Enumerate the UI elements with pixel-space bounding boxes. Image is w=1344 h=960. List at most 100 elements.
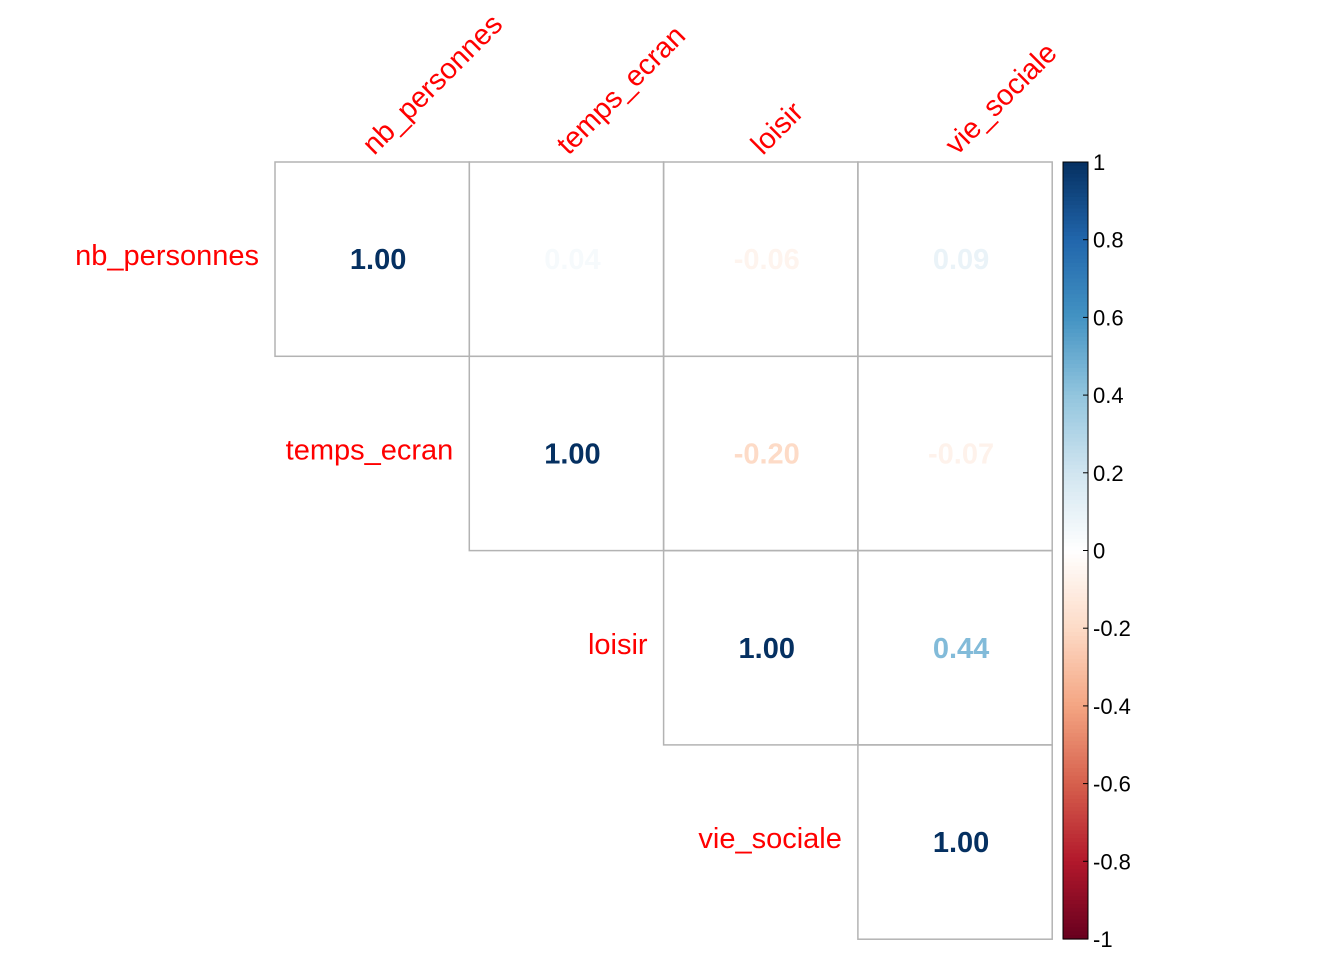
color-legend-band bbox=[1063, 756, 1088, 761]
color-legend-band bbox=[1063, 204, 1088, 210]
color-legend-band bbox=[1063, 717, 1088, 723]
color-legend-band bbox=[1063, 476, 1088, 482]
color-legend-band bbox=[1063, 196, 1088, 202]
color-legend-band bbox=[1063, 581, 1088, 587]
color-legend-band bbox=[1063, 352, 1088, 357]
color-legend-band bbox=[1063, 593, 1088, 598]
color-legend-band bbox=[1063, 426, 1088, 431]
color-legend-tick-label: 1 bbox=[1093, 150, 1105, 175]
color-legend-band bbox=[1063, 398, 1088, 404]
color-legend-band bbox=[1063, 768, 1088, 773]
color-legend-band bbox=[1063, 165, 1088, 171]
color-legend-tick-label: 0.6 bbox=[1093, 305, 1124, 330]
color-legend-band bbox=[1063, 317, 1088, 322]
color-legend-band bbox=[1063, 733, 1088, 738]
cell-value: -0.07 bbox=[928, 438, 994, 470]
color-legend-band bbox=[1063, 379, 1088, 385]
color-legend-band bbox=[1063, 663, 1088, 668]
color-legend-band bbox=[1063, 527, 1088, 532]
color-legend-band bbox=[1063, 433, 1088, 439]
color-legend-band bbox=[1063, 655, 1088, 660]
color-legend-band bbox=[1063, 694, 1088, 699]
color-legend-band bbox=[1063, 826, 1088, 831]
color-legend-band bbox=[1063, 523, 1088, 528]
color-legend-tick-label: 0.2 bbox=[1093, 461, 1124, 486]
color-legend-band bbox=[1063, 329, 1088, 334]
color-legend-tick-label: -0.8 bbox=[1093, 849, 1131, 874]
color-legend-band bbox=[1063, 340, 1088, 346]
color-legend-band bbox=[1063, 278, 1088, 284]
color-legend-band bbox=[1063, 690, 1088, 695]
color-legend-band bbox=[1063, 822, 1088, 827]
color-legend-band bbox=[1063, 845, 1088, 851]
color-legend-band bbox=[1063, 698, 1088, 703]
color-legend-band bbox=[1063, 628, 1088, 633]
color-legend-band bbox=[1063, 620, 1088, 625]
color-legend-band bbox=[1063, 682, 1088, 688]
color-legend-band bbox=[1063, 492, 1088, 497]
color-legend-band bbox=[1063, 779, 1088, 785]
cell-value: 1.00 bbox=[350, 244, 406, 276]
color-legend-band bbox=[1063, 857, 1088, 862]
color-legend-band bbox=[1063, 872, 1088, 878]
color-legend-band bbox=[1063, 360, 1088, 365]
color-legend-band bbox=[1063, 449, 1088, 454]
color-legend-band bbox=[1063, 907, 1088, 913]
color-legend-band bbox=[1063, 367, 1088, 373]
color-legend-band bbox=[1063, 162, 1088, 167]
color-legend-band bbox=[1063, 601, 1088, 606]
cell-value: -0.06 bbox=[734, 244, 800, 276]
color-legend-band bbox=[1063, 736, 1088, 742]
color-legend-band bbox=[1063, 818, 1088, 824]
color-legend-band bbox=[1063, 678, 1088, 684]
color-legend-band bbox=[1063, 853, 1088, 859]
color-legend-band bbox=[1063, 911, 1088, 917]
color-legend-tick-label: -0.2 bbox=[1093, 616, 1131, 641]
color-legend-band bbox=[1063, 321, 1088, 326]
row-label: loisir bbox=[588, 629, 648, 661]
color-legend-band bbox=[1063, 935, 1088, 940]
color-legend-band bbox=[1063, 177, 1088, 183]
color-legend-band bbox=[1063, 814, 1088, 820]
color-legend-band bbox=[1063, 294, 1088, 299]
color-legend-band bbox=[1063, 255, 1088, 260]
color-legend-band bbox=[1063, 740, 1088, 746]
color-legend-band bbox=[1063, 764, 1088, 769]
color-legend-band bbox=[1063, 297, 1088, 303]
color-legend-band bbox=[1063, 884, 1088, 890]
color-legend-band bbox=[1063, 558, 1088, 563]
color-legend-band bbox=[1063, 309, 1088, 315]
color-legend-band bbox=[1063, 445, 1088, 451]
color-legend-band bbox=[1063, 484, 1088, 489]
color-legend-band bbox=[1063, 251, 1088, 256]
color-legend-band bbox=[1063, 775, 1088, 781]
color-legend-band bbox=[1063, 496, 1088, 501]
color-legend-band bbox=[1063, 228, 1088, 233]
color-legend-band bbox=[1063, 748, 1088, 754]
cell-value: 1.00 bbox=[739, 633, 795, 665]
color-legend-band bbox=[1063, 896, 1088, 901]
color-legend-band bbox=[1063, 387, 1088, 392]
color-legend-band bbox=[1063, 263, 1088, 268]
color-legend-band bbox=[1063, 550, 1088, 555]
color-legend-band bbox=[1063, 534, 1088, 540]
color-legend-band bbox=[1063, 181, 1088, 186]
cell-value: 1.00 bbox=[544, 438, 600, 470]
color-legend-band bbox=[1063, 803, 1088, 808]
color-legend-band bbox=[1063, 904, 1088, 909]
color-legend-band bbox=[1063, 212, 1088, 217]
color-legend-tick-label: -0.4 bbox=[1093, 694, 1131, 719]
color-legend-band bbox=[1063, 286, 1088, 291]
color-legend-band bbox=[1063, 562, 1088, 567]
color-legend-band bbox=[1063, 713, 1088, 719]
color-legend-band bbox=[1063, 923, 1088, 928]
cell-border bbox=[857, 744, 1053, 940]
color-legend-band bbox=[1063, 208, 1088, 214]
color-legend-tick-label: 0 bbox=[1093, 539, 1105, 564]
color-legend-band bbox=[1063, 577, 1088, 583]
color-legend-band bbox=[1063, 771, 1088, 777]
color-legend-band bbox=[1063, 791, 1088, 796]
color-legend-band bbox=[1063, 169, 1088, 175]
color-legend-band bbox=[1063, 480, 1088, 486]
